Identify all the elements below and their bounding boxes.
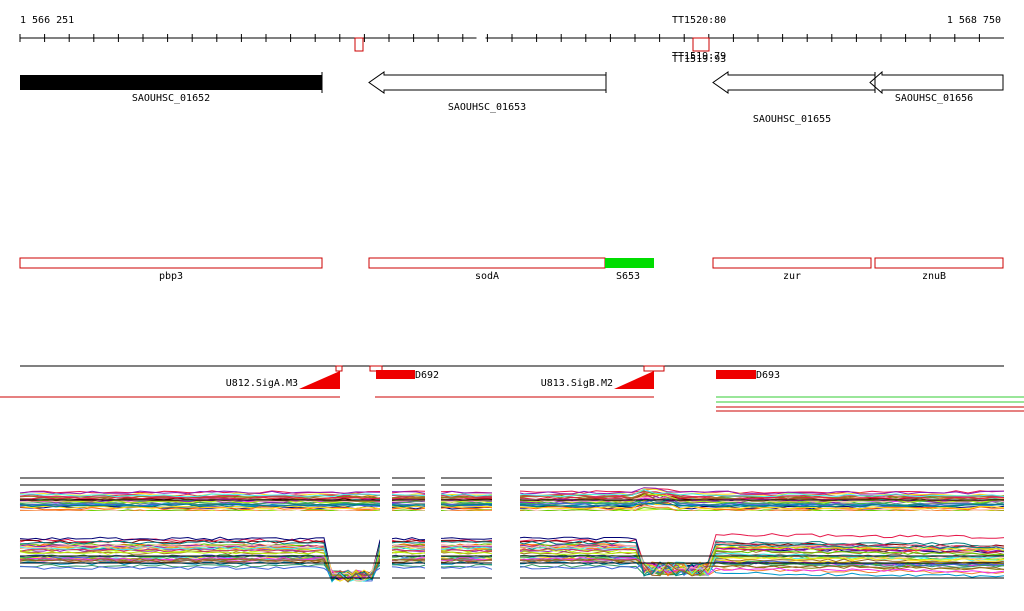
terminator-label-tt1519-79: TT1519:79 — [672, 51, 726, 62]
annotation-label-pbp3: pbp3 — [159, 271, 183, 282]
expression-gaps — [0, 470, 1024, 590]
annotation-zur[interactable] — [712, 257, 872, 269]
promoter-ramp-U813[interactable] — [614, 371, 654, 389]
ruler-ticks — [19, 34, 980, 42]
terminator-label-tt1520: TT1520:80 — [672, 15, 726, 26]
promoter-marker[interactable] — [335, 365, 343, 372]
gene-track: SAOUHSC_01652 SAOUHSC_01653 SAOUHSC_0165… — [20, 70, 1004, 125]
annotation-znuB[interactable] — [874, 257, 1004, 269]
annotation-track: pbp3 sodA S653 zur znuB — [19, 257, 1004, 282]
annotation-label-znuB: znuB — [922, 271, 946, 282]
annotation-label-zur: zur — [783, 271, 801, 282]
gene-label-SAOUHSC_01653: SAOUHSC_01653 — [448, 102, 526, 113]
feature-label-U812: U812.SigA.M3 — [226, 378, 298, 389]
ruler-start-label: 1 566 251 — [20, 15, 74, 26]
promoter-ramp-U812[interactable] — [299, 371, 340, 389]
expression-panel — [0, 470, 1024, 590]
feature-D693[interactable] — [716, 370, 756, 379]
gene-SAOUHSC_01652[interactable] — [20, 75, 322, 90]
terminator-marker[interactable] — [354, 37, 364, 52]
feature-label-U813: U813.SigB.M2 — [541, 378, 613, 389]
gene-label-SAOUHSC_01655: SAOUHSC_01655 — [753, 114, 831, 125]
coordinate-ruler: 1 566 251 1 568 750 TT1520:80 TT1519:79 … — [19, 15, 1004, 65]
feature-track: U812.SigA.M3 D692 U813.SigB.M2 D693 — [0, 365, 1024, 412]
annotation-S653[interactable] — [605, 258, 654, 268]
annotation-label-S653: S653 — [616, 271, 640, 282]
gene-SAOUHSC_01653[interactable] — [368, 71, 607, 94]
gene-label-SAOUHSC_01656: SAOUHSC_01656 — [895, 93, 973, 104]
annotation-sodA[interactable] — [368, 257, 606, 269]
annotation-label-sodA: sodA — [475, 271, 499, 282]
promoter-marker[interactable] — [643, 365, 665, 372]
feature-label-D692: D692 — [415, 370, 439, 381]
annotation-pbp3[interactable] — [19, 257, 323, 269]
gene-label-SAOUHSC_01652: SAOUHSC_01652 — [132, 93, 210, 104]
ruler-end-label: 1 568 750 — [947, 15, 1001, 26]
terminator-label-tt1519-93: TT1519:93 — [672, 54, 726, 65]
gene-SAOUHSC_01655[interactable] — [712, 71, 876, 94]
feature-label-D693: D693 — [756, 370, 780, 381]
feature-D692[interactable] — [376, 370, 415, 379]
ruler-gap — [476, 31, 486, 39]
terminator-marker[interactable] — [692, 37, 710, 52]
gene-SAOUHSC_01656[interactable] — [869, 70, 1004, 95]
